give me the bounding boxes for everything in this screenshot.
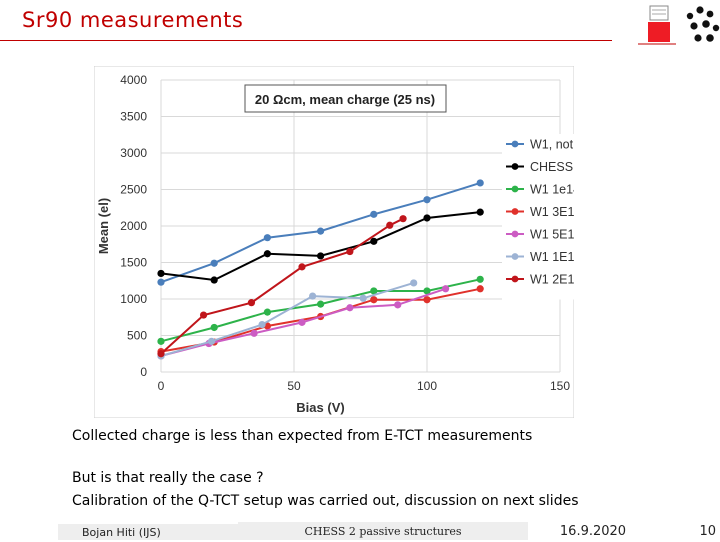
data-point	[476, 275, 484, 283]
legend-label: W1 1E15	[530, 250, 574, 264]
data-point	[442, 285, 450, 293]
legend-label: W1, not irr	[530, 138, 574, 152]
data-point	[309, 292, 317, 300]
y-axis-label: Mean (el)	[96, 198, 111, 254]
data-point	[423, 214, 431, 222]
note-question: But is that really the case ?	[72, 470, 264, 486]
x-tick-label: 0	[158, 379, 165, 393]
data-point	[476, 285, 484, 293]
data-point	[410, 279, 418, 287]
data-point	[263, 250, 271, 258]
data-point	[317, 300, 325, 308]
legend-label: W1 3E14	[530, 205, 574, 219]
data-point	[207, 337, 216, 345]
legend-swatch-marker	[511, 275, 519, 283]
data-point	[157, 278, 165, 286]
data-point	[423, 196, 431, 204]
x-tick-label: 100	[417, 379, 437, 393]
footer-author: Bojan Hiti (IJS)	[58, 524, 238, 540]
slide-footer: Bojan Hiti (IJS) CHESS 2 passive structu…	[0, 522, 720, 540]
data-point	[298, 318, 306, 326]
legend-label: W1 2E15	[530, 273, 574, 287]
data-point	[199, 311, 208, 319]
institute-logo-icon	[638, 5, 720, 45]
legend-label: CHESS1	[530, 160, 574, 174]
chart-frame	[93, 65, 575, 419]
data-point	[394, 301, 402, 309]
data-point	[370, 296, 378, 304]
x-axis-label: Bias (V)	[296, 400, 344, 415]
data-point	[317, 252, 325, 260]
data-point	[210, 323, 218, 332]
data-point	[476, 208, 484, 216]
y-tick-label: 4000	[120, 73, 147, 87]
data-point	[346, 247, 354, 256]
y-tick-label: 0	[140, 365, 147, 379]
data-point	[399, 215, 407, 223]
footer-topic: CHESS 2 passive structures	[238, 522, 528, 540]
data-point	[346, 304, 354, 312]
data-point	[476, 179, 484, 187]
legend-swatch-marker	[511, 208, 519, 215]
y-tick-label: 3500	[120, 110, 147, 124]
data-point	[258, 320, 266, 329]
chart-title-box	[244, 84, 447, 113]
data-point	[157, 269, 165, 278]
legend-label: W1 5E14	[530, 228, 574, 242]
y-tick-label: 500	[127, 329, 147, 343]
legend-swatch-marker	[511, 140, 519, 148]
footer-date: 16.9.2020	[559, 524, 627, 539]
data-point	[157, 350, 165, 358]
note-collected-charge: Collected charge is less than expected f…	[72, 428, 533, 444]
note-calibration: Calibration of the Q-TCT setup was carri…	[72, 493, 579, 509]
y-tick-label: 1500	[120, 256, 147, 270]
slide-title: Sr90 measurements	[22, 8, 244, 32]
footer-page-number: 10	[699, 524, 716, 539]
legend-label: W1 1e14	[530, 183, 574, 197]
legend-swatch-marker	[511, 253, 519, 260]
line-chart: 0 500 1000 1500 2000 2500 3000 3500 4000 0 50 100 15…	[93, 65, 632, 419]
legend-swatch-marker	[511, 185, 519, 193]
y-tick-label: 2000	[120, 219, 147, 233]
data-point	[247, 299, 256, 307]
x-tick-label: 150	[550, 379, 570, 393]
title-underline	[0, 40, 612, 41]
data-point	[317, 227, 325, 235]
data-point	[250, 329, 258, 337]
data-point	[263, 308, 271, 316]
y-tick-label: 2500	[120, 183, 147, 197]
y-tick-label: 3000	[120, 146, 147, 160]
data-point	[386, 221, 394, 229]
y-tick-label: 1000	[120, 292, 147, 306]
legend-swatch-marker	[511, 230, 519, 238]
chart-container: 0 500 1000 1500 2000 2500 3000 3500 4000 0 50 100 15…	[93, 65, 632, 419]
data-point	[298, 263, 306, 271]
data-point	[263, 234, 271, 242]
data-point	[423, 296, 431, 304]
data-point	[370, 287, 378, 295]
legend-swatch-marker	[511, 163, 519, 170]
chart-title: 20 Ωcm, mean charge (25 ns)	[255, 92, 435, 107]
series-line	[160, 281, 414, 357]
data-point	[210, 259, 218, 267]
data-point	[359, 294, 367, 302]
data-point	[210, 276, 218, 284]
data-point	[370, 237, 378, 245]
data-point	[423, 287, 431, 295]
x-tick-label: 50	[287, 379, 301, 393]
data-point	[370, 210, 378, 218]
data-point	[157, 337, 165, 345]
